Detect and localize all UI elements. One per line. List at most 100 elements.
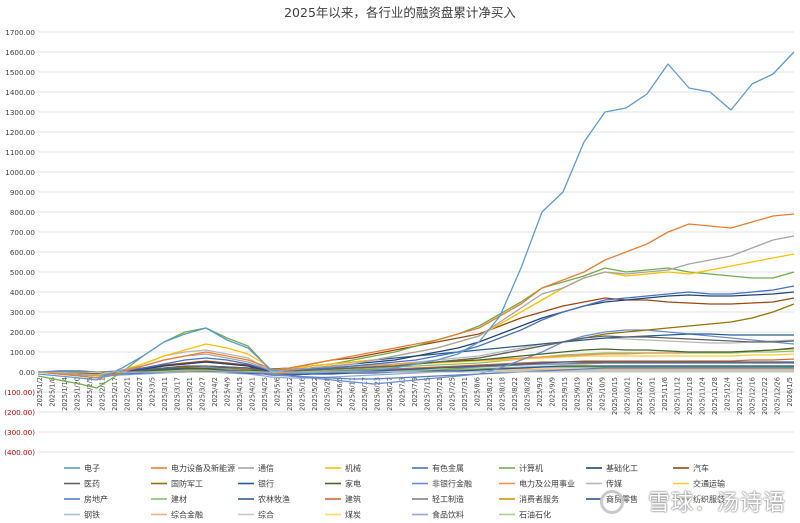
x-tick-label: 2025/11/12 (674, 377, 682, 415)
x-tick-label: 2025/9/3 (536, 377, 544, 407)
legend-label: 石油石化 (519, 510, 551, 520)
grid-lines (38, 31, 794, 453)
series-line (37, 285, 795, 375)
legend-label: 房地产 (84, 494, 108, 504)
legend-label: 计算机 (519, 463, 543, 473)
x-tick-label: 2025/8/22 (511, 377, 519, 411)
legend-item: 国防军工 (151, 479, 203, 489)
legend-label: 非银行金融 (432, 479, 472, 489)
legend-item: 传媒 (586, 479, 622, 489)
legend-item: 非银行金融 (412, 479, 472, 489)
x-tick-label: 2025/4/15 (236, 377, 244, 411)
legend-item: 综合金融 (151, 510, 203, 520)
legend-item: 医药 (64, 479, 100, 489)
legend-item: 钢铁 (64, 510, 100, 520)
x-tick-label: 2025/6/23 (374, 377, 382, 411)
legend-item: 机械 (325, 463, 361, 473)
legend-item: 电子 (64, 463, 100, 473)
series-line (37, 235, 795, 377)
x-tick-label: 2025/7/3 (399, 377, 407, 407)
y-tick-label: 1500.00 (5, 68, 35, 77)
x-tick-label: 2025/7/25 (449, 377, 457, 411)
y-tick-label: 600.00 (10, 248, 36, 257)
legend-label: 钢铁 (84, 510, 100, 520)
legend-item: 煤炭 (325, 510, 361, 520)
x-tick-label: 2025/1/8 (49, 377, 57, 407)
x-tick-label: 2025/4/21 (249, 377, 257, 411)
legend-item: 通信 (238, 463, 274, 473)
legend-label: 家电 (345, 479, 361, 489)
y-tick-label: 1200.00 (5, 128, 35, 137)
x-tick-label: 2025/11/6 (661, 377, 669, 411)
x-tick-label: 2025/10/21 (624, 377, 632, 415)
x-tick-label: 2025/6/17 (361, 377, 369, 411)
x-tick-label: 2025/2/11 (99, 377, 107, 411)
y-tick-label: 100.00 (10, 348, 36, 357)
x-tick-label: 2025/10/15 (611, 377, 619, 415)
xueqiu-logo-icon (600, 490, 624, 514)
x-tick-label: 2025/7/31 (461, 377, 469, 411)
x-tick-label: 2025/1/2 (36, 377, 44, 407)
legend-item: 消费者服务 (499, 494, 559, 504)
series-line (37, 335, 795, 375)
legend-item: 基础化工 (586, 463, 638, 473)
x-tick-label: 2025/10/9 (599, 377, 607, 411)
series-line (37, 213, 795, 379)
y-tick-label: 200.00 (10, 328, 36, 337)
legend-label: 通信 (258, 463, 274, 473)
x-tick-label: 2026/1/5 (786, 377, 794, 407)
y-tick-label: 800.00 (10, 208, 36, 217)
legend-item: 汽车 (673, 463, 709, 473)
x-tick-label: 2025/4/25 (261, 377, 269, 411)
x-tick-label: 2025/1/20 (74, 377, 82, 411)
x-tick-label: 2025/9/25 (586, 377, 594, 411)
legend-label: 综合 (258, 510, 274, 520)
legend-item: 电力设备及新能源 (151, 463, 235, 473)
legend-label: 银行 (258, 479, 274, 489)
x-tick-label: 2025/5/6 (274, 377, 282, 407)
y-tick-label: 0.00 (19, 368, 35, 377)
legend-label: 电力设备及新能源 (171, 463, 235, 473)
legend-item: 轻工制造 (412, 494, 464, 504)
x-tick-label: 2025/2/5 (86, 377, 94, 407)
x-tick-label: 2025/5/12 (286, 377, 294, 411)
x-tick-label: 2025/3/21 (186, 377, 194, 411)
legend-item: 石油石化 (499, 510, 551, 520)
y-tick-label: (400.00) (4, 448, 35, 457)
y-tick-label: 1100.00 (5, 148, 35, 157)
y-axis-tick-labels: (400.00) (300.00) (200.00) (100.00) 0.00 100.… (4, 28, 35, 457)
legend-label: 机械 (345, 463, 361, 473)
y-tick-label: 1600.00 (5, 48, 35, 57)
legend-item: 电力及公用事业 (499, 479, 575, 489)
x-tick-label: 2025/3/11 (161, 377, 169, 411)
legend-item: 计算机 (499, 463, 543, 473)
legend-label: 轻工制造 (432, 494, 464, 504)
legend-label: 食品饮料 (432, 510, 464, 520)
y-tick-label: (200.00) (4, 408, 35, 417)
y-tick-label: 1700.00 (5, 28, 35, 37)
y-tick-label: (300.00) (4, 428, 35, 437)
x-tick-label: 2025/5/22 (311, 377, 319, 411)
x-tick-label: 2025/6/5 (336, 377, 344, 407)
x-tick-label: 2025/11/24 (699, 377, 707, 415)
series-line (37, 297, 795, 375)
x-tick-label: 2025/3/5 (149, 377, 157, 407)
y-tick-label: 1300.00 (5, 108, 35, 117)
x-tick-label: 2025/4/9 (224, 377, 232, 407)
legend-label: 有色金属 (432, 463, 464, 473)
y-tick-label: 400.00 (10, 288, 36, 297)
x-tick-label: 2025/7/15 (424, 377, 432, 411)
chart-title: 2025年以来，各行业的融资盘累计净买入 (284, 5, 516, 20)
legend-item: 家电 (325, 479, 361, 489)
x-tick-label: 2025/6/11 (349, 377, 357, 411)
legend-item: 银行 (238, 479, 274, 489)
y-tick-label: (100.00) (4, 388, 35, 397)
legend-item: 建材 (151, 494, 187, 504)
legend-label: 综合金融 (171, 510, 203, 520)
legend-item: 建筑 (325, 494, 361, 504)
x-tick-label: 2025/8/18 (499, 377, 507, 411)
series-line (37, 333, 794, 373)
legend-label: 传媒 (606, 479, 622, 489)
